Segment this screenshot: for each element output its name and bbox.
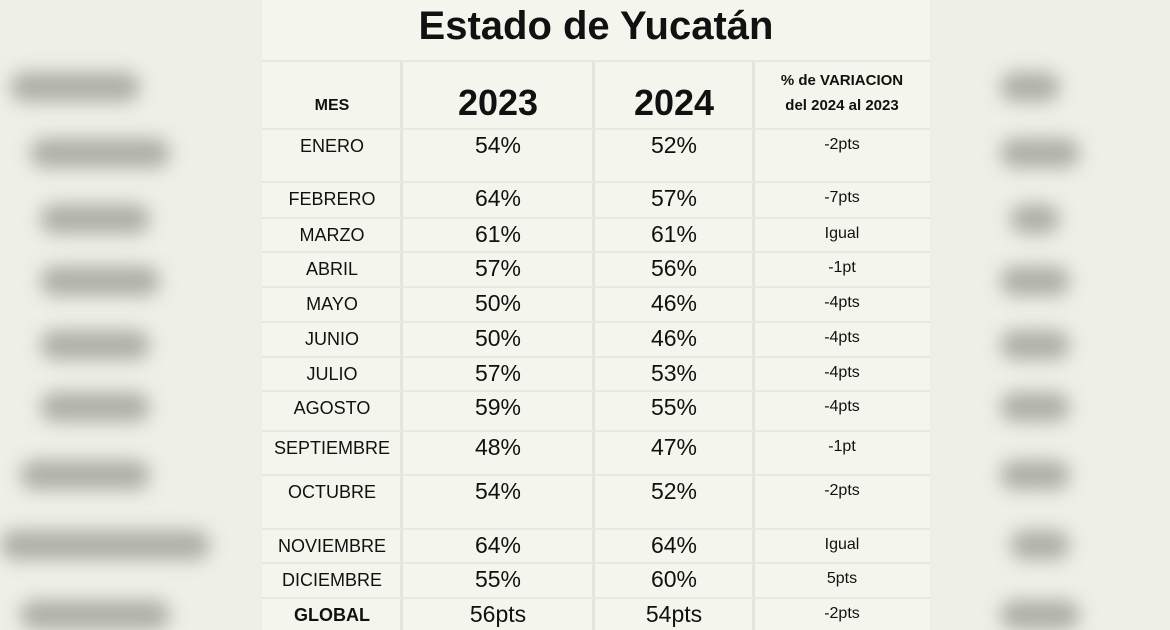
cell-y2023: 64% — [474, 532, 522, 558]
row-divider — [262, 286, 930, 288]
header-mes: MES — [314, 97, 350, 114]
row-divider — [262, 321, 930, 323]
header-divider — [262, 128, 930, 130]
cell-y2023: 64% — [474, 185, 522, 211]
cell-variation: -1pt — [828, 438, 856, 455]
header-variation-line1: % de VARIACION — [780, 72, 904, 89]
cell-y2023: 57% — [474, 255, 522, 281]
cell-y2024: 56% — [650, 255, 698, 281]
blurred-background-left — [0, 0, 262, 630]
cell-mes: FEBRERO — [288, 189, 376, 209]
header-2024: 2024 — [633, 82, 715, 123]
cell-mes: AGOSTO — [293, 398, 371, 418]
cell-y2023: 54% — [474, 132, 522, 158]
column-divider — [752, 60, 755, 630]
cell-y2024: 52% — [650, 478, 698, 504]
cell-mes: JULIO — [306, 364, 358, 384]
cell-y2023: 61% — [474, 221, 522, 247]
header-variation-line2: del 2024 al 2023 — [785, 97, 899, 114]
cell-y2024: 46% — [650, 290, 698, 316]
cell-variation: Igual — [824, 536, 860, 553]
cell-y2024: 61% — [650, 221, 698, 247]
row-divider — [262, 217, 930, 219]
cell-mes: ABRIL — [305, 259, 359, 279]
row-divider — [262, 430, 930, 432]
row-divider — [262, 181, 930, 183]
cell-mes: ENERO — [299, 136, 364, 156]
cell-y2024: 53% — [650, 360, 698, 386]
cell-y2023: 54% — [474, 478, 522, 504]
row-divider — [262, 356, 930, 358]
cell-variation: -4pts — [824, 364, 860, 381]
header-divider — [262, 60, 930, 62]
cell-mes: MARZO — [299, 225, 365, 245]
cell-mes: OCTUBRE — [287, 482, 376, 502]
cell-y2024: 57% — [650, 185, 698, 211]
cell-variation: 5pts — [826, 570, 858, 587]
cell-variation: -4pts — [824, 294, 860, 311]
cell-y2024: 47% — [650, 434, 698, 460]
cell-y2023: 59% — [474, 394, 522, 420]
cell-y2024: 46% — [650, 325, 698, 351]
cell-variation: -7pts — [824, 189, 860, 206]
cell-y2023: 57% — [474, 360, 522, 386]
column-divider — [592, 60, 595, 630]
cell-y2023: 50% — [474, 325, 522, 351]
cell-variation: -4pts — [824, 398, 860, 415]
cell-y2023: 50% — [474, 290, 522, 316]
cell-mes: GLOBAL — [294, 605, 370, 625]
cell-y2024: 52% — [650, 132, 698, 158]
cell-y2024: 55% — [650, 394, 698, 420]
cell-mes: NOVIEMBRE — [277, 536, 387, 556]
cell-mes: SEPTIEMBRE — [273, 438, 391, 458]
cell-y2024: 60% — [650, 566, 698, 592]
cell-variation: -2pts — [824, 482, 860, 499]
cell-variation: Igual — [824, 225, 860, 242]
cell-variation: -1pt — [828, 259, 856, 276]
cell-mes: DICIEMBRE — [281, 570, 382, 590]
blurred-background-right — [930, 0, 1170, 630]
cell-y2024: 54pts — [645, 601, 703, 627]
cell-y2024: 64% — [650, 532, 698, 558]
row-divider — [262, 562, 930, 564]
cell-variation: -2pts — [824, 136, 860, 153]
cell-variation: -4pts — [824, 329, 860, 346]
row-divider — [262, 597, 930, 599]
row-divider — [262, 390, 930, 392]
cell-y2023: 55% — [474, 566, 522, 592]
row-divider — [262, 528, 930, 530]
row-divider — [262, 474, 930, 476]
row-divider — [262, 251, 930, 253]
column-divider — [400, 60, 403, 630]
header-2023: 2023 — [457, 82, 539, 123]
cell-y2023: 56pts — [469, 601, 527, 627]
cell-mes: JUNIO — [305, 329, 359, 349]
occupancy-table: Estado de Yucatán MES 2023 2024 % de VAR… — [262, 0, 930, 630]
cell-mes: MAYO — [306, 294, 358, 314]
table-title: Estado de Yucatán — [418, 4, 774, 48]
cell-y2023: 48% — [474, 434, 522, 460]
cell-variation: -2pts — [824, 605, 860, 622]
